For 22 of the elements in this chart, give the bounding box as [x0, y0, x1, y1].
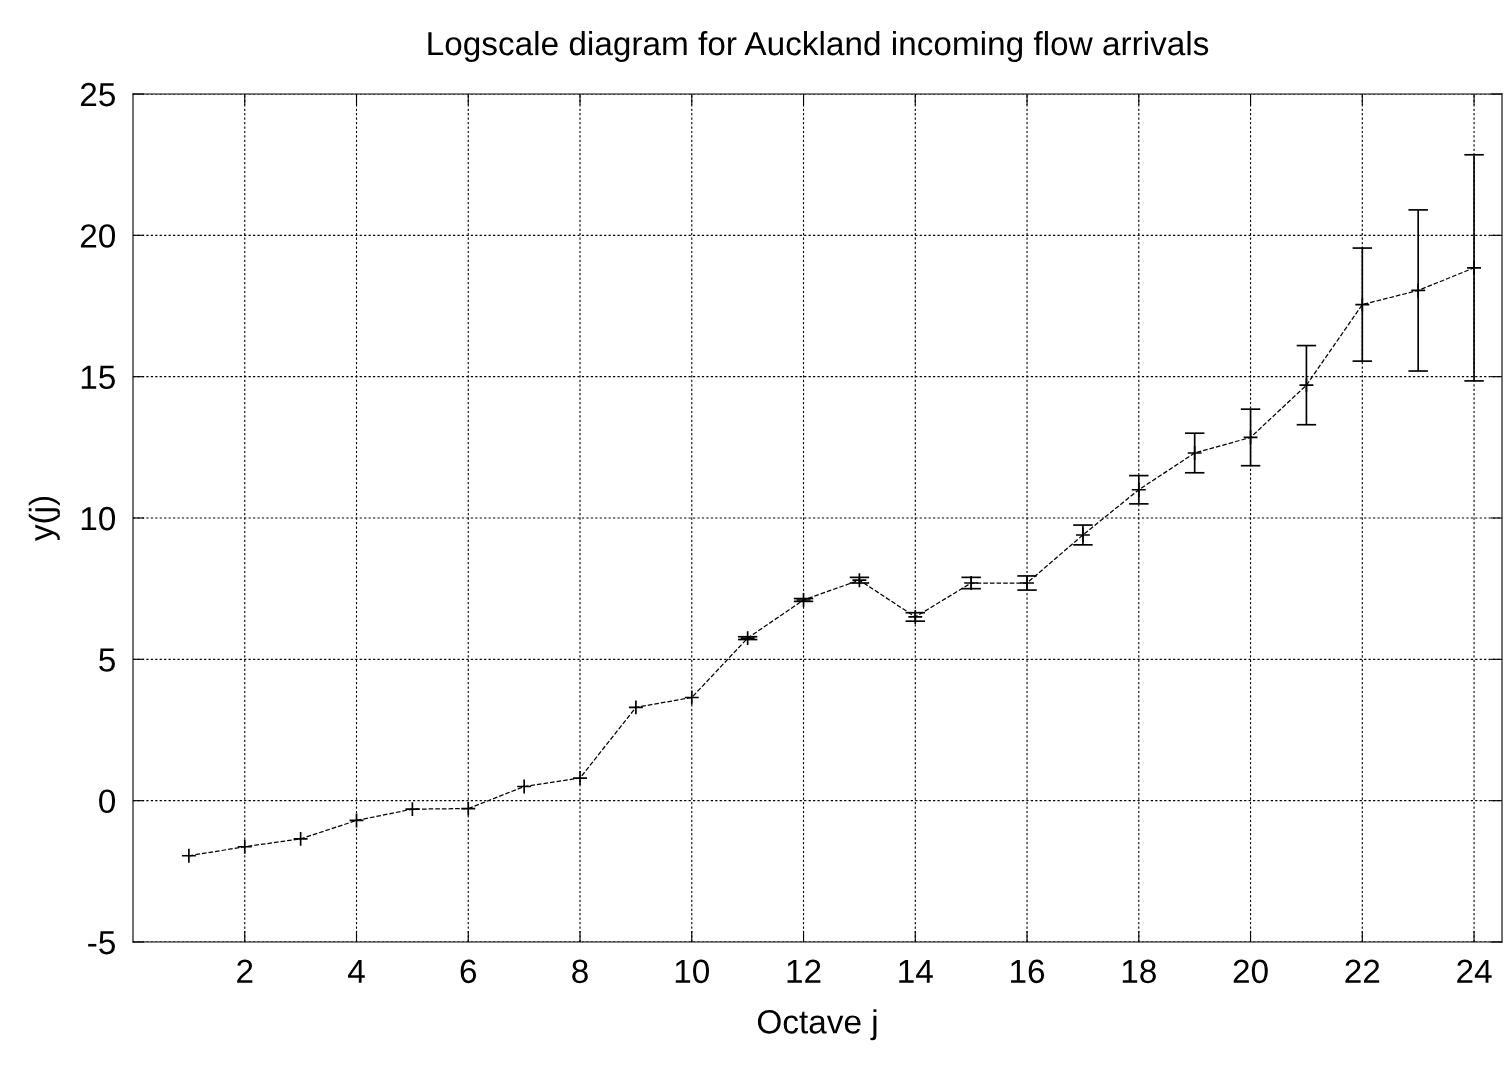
- x-tick-label: 18: [1122, 959, 1156, 984]
- x-tick-label: 22: [1345, 959, 1380, 983]
- y-tick-label: 20: [80, 224, 116, 248]
- x-tick-label: 12: [787, 959, 821, 983]
- x-tick-label: 24: [1457, 959, 1492, 983]
- y-tick-label: 10: [81, 506, 116, 531]
- y-tick-label: -5: [88, 931, 115, 955]
- y-axis-title: y(j): [28, 496, 60, 542]
- x-tick-label: 10: [675, 959, 710, 984]
- y-tick-label: 15: [81, 365, 115, 390]
- x-tick-label: 6: [460, 959, 477, 984]
- x-tick-label: 8: [572, 959, 588, 984]
- y-tick-label: 0: [99, 789, 116, 814]
- chart-title: Logscale diagram for Auckland incoming flow arrivals: [428, 30, 1209, 63]
- x-axis-title: Octave j: [757, 1009, 877, 1041]
- x-tick-label: 14: [899, 959, 933, 983]
- x-tick-label: 4: [348, 959, 365, 983]
- x-tick-label: 2: [237, 959, 253, 983]
- x-tick-label: 20: [1233, 959, 1268, 984]
- y-tick-label: 5: [99, 648, 115, 672]
- y-tick-label: 25: [80, 82, 115, 107]
- x-tick-label: 16: [1011, 959, 1045, 984]
